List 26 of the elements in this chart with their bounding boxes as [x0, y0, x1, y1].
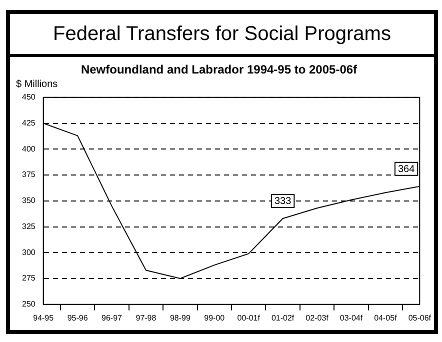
y-tick-label: 325 — [22, 222, 36, 231]
y-tick-label: 400 — [22, 144, 36, 154]
x-tick-label: 05-06f — [408, 313, 432, 322]
x-tick-label: 04-05f — [374, 313, 398, 322]
y-tick-label: 375 — [22, 170, 36, 180]
y-tick-label: 450 — [22, 92, 36, 102]
x-tick-label: 96-97 — [102, 313, 123, 322]
y-tick-label: 300 — [22, 248, 36, 257]
x-tick-label: 03-04f — [340, 313, 364, 322]
x-tick-label: 00-01f — [237, 313, 261, 322]
chart-title: Federal Transfers for Social Programs — [10, 14, 434, 57]
y-tick-label: 425 — [22, 118, 36, 128]
y-axis-title: $ Millions — [16, 79, 58, 90]
y-tick-label: 250 — [22, 300, 36, 309]
chart-subtitle: Newfoundland and Labrador 1994-95 to 2005-06f — [80, 62, 358, 77]
x-tick-label: 95-96 — [67, 313, 88, 322]
x-tick-label: 01-02f — [271, 313, 295, 322]
x-tick-label: 98-99 — [170, 313, 191, 322]
x-tick-label: 94-95 — [33, 313, 54, 322]
data-label: 333 — [274, 196, 292, 208]
y-tick-label: 275 — [22, 274, 36, 283]
x-tick-label: 99-00 — [204, 313, 226, 322]
x-tick-label: 97-98 — [136, 313, 157, 322]
data-label: 364 — [398, 164, 416, 176]
x-tick-label: 02-03f — [306, 313, 330, 322]
y-tick-label: 350 — [22, 196, 36, 206]
